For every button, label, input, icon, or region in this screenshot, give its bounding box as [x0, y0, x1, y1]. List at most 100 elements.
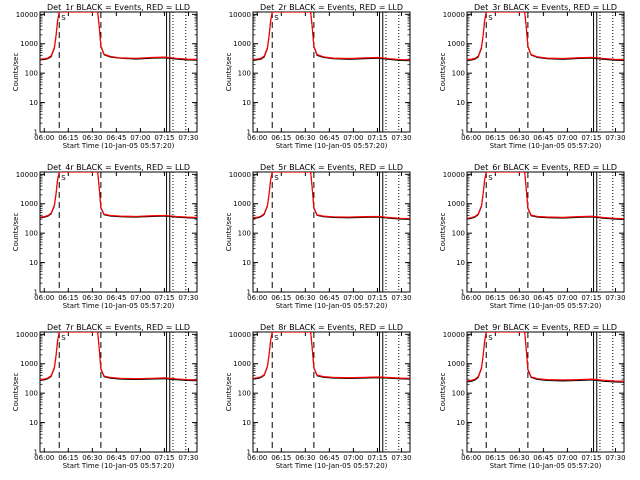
- x-tick-label: 06:00: [461, 454, 481, 462]
- y-axis-label: Counts/sec: [439, 373, 447, 412]
- y-tick-label: 10: [242, 419, 251, 427]
- plot-frame: [39, 11, 198, 133]
- x-axis-label: Start Time (10-Jan-05 05:57:20): [276, 302, 388, 310]
- series-lld-line: [40, 12, 197, 60]
- plot-frame: [252, 11, 411, 133]
- y-tick-label: 100: [238, 390, 251, 398]
- x-tick-label: 06:45: [106, 454, 126, 462]
- x-tick-label: 06:45: [106, 134, 126, 142]
- y-axis-label: Counts/sec: [225, 373, 233, 412]
- series-lld-line: [253, 172, 410, 220]
- y-tick-label: 100: [25, 230, 38, 238]
- x-axis-label: Start Time (10-Jan-05 05:57:20): [490, 302, 602, 310]
- y-tick-label: 1000: [447, 360, 465, 368]
- y-tick-label: 1: [34, 449, 38, 457]
- panel-3: Det_3r BLACK = Events, RED = LLD 1 10 100 10…: [439, 3, 626, 150]
- x-tick-label: 06:00: [34, 134, 54, 142]
- x-tick-label: 07:30: [391, 294, 411, 302]
- panel-title: Det_4r BLACK = Events, RED = LLD: [47, 163, 190, 172]
- x-tick-label: 06:15: [271, 294, 291, 302]
- x-axis-label: Start Time (10-Jan-05 05:57:20): [63, 462, 175, 470]
- y-tick-label: 1: [461, 289, 465, 297]
- x-tick-label: 07:00: [130, 294, 150, 302]
- y-axis-label: Counts/sec: [225, 213, 233, 252]
- y-tick-label: 10000: [16, 331, 38, 339]
- plot-frame: [466, 171, 625, 293]
- y-tick-label: 100: [452, 230, 465, 238]
- y-tick-label: 10: [242, 259, 251, 267]
- y-tick-label: 1000: [233, 200, 251, 208]
- x-tick-label: 07:30: [391, 454, 411, 462]
- x-tick-label: 07:00: [130, 134, 150, 142]
- plot-frame: [466, 331, 625, 453]
- x-tick-label: 06:15: [58, 294, 78, 302]
- panel-5: Det_5r BLACK = Events, RED = LLD 1 10 100 10…: [225, 163, 412, 310]
- x-tick-label: 06:15: [58, 134, 78, 142]
- marker-label: S: [274, 174, 279, 182]
- series-lld-line: [40, 332, 197, 381]
- y-tick-label: 1: [461, 449, 465, 457]
- y-axis-label: Counts/sec: [439, 53, 447, 92]
- y-tick-label: 1000: [20, 200, 38, 208]
- panel-6: Det_6r BLACK = Events, RED = LLD 1 10 100 10…: [439, 163, 626, 310]
- x-tick-label: 06:45: [319, 454, 339, 462]
- x-tick-label: 07:15: [154, 294, 174, 302]
- y-tick-label: 10: [29, 99, 38, 107]
- x-tick-label: 06:00: [34, 454, 54, 462]
- x-tick-label: 06:45: [533, 294, 553, 302]
- x-tick-label: 06:30: [509, 454, 529, 462]
- marker-label: S: [61, 14, 66, 22]
- y-tick-label: 1000: [233, 40, 251, 48]
- panel-title: Det_9r BLACK = Events, RED = LLD: [474, 323, 617, 332]
- x-tick-label: 06:00: [247, 134, 267, 142]
- y-tick-label: 10: [456, 419, 465, 427]
- x-axis-label: Start Time (10-Jan-05 05:57:20): [276, 142, 388, 150]
- panel-title: Det_1r BLACK = Events, RED = LLD: [47, 3, 190, 12]
- x-tick-label: 06:30: [82, 134, 102, 142]
- x-tick-label: 07:15: [154, 454, 174, 462]
- y-tick-label: 100: [452, 390, 465, 398]
- x-tick-label: 07:00: [343, 454, 363, 462]
- y-tick-label: 10000: [229, 11, 251, 19]
- y-tick-label: 100: [238, 230, 251, 238]
- x-tick-label: 06:15: [271, 134, 291, 142]
- x-tick-label: 06:15: [271, 454, 291, 462]
- marker-label: S: [488, 334, 493, 342]
- y-tick-label: 1000: [447, 40, 465, 48]
- x-tick-label: 07:15: [154, 134, 174, 142]
- marker-label: S: [274, 334, 279, 342]
- x-tick-label: 06:00: [461, 294, 481, 302]
- y-tick-label: 1000: [20, 360, 38, 368]
- x-tick-label: 06:15: [485, 294, 505, 302]
- y-tick-label: 1: [34, 289, 38, 297]
- x-tick-label: 06:45: [533, 454, 553, 462]
- y-tick-label: 1000: [447, 200, 465, 208]
- y-tick-label: 10: [242, 99, 251, 107]
- y-tick-label: 10000: [443, 171, 465, 179]
- x-axis-label: Start Time (10-Jan-05 05:57:20): [276, 462, 388, 470]
- plot-frame: [39, 331, 198, 453]
- y-tick-label: 100: [452, 70, 465, 78]
- marker-label: S: [488, 174, 493, 182]
- x-axis-label: Start Time (10-Jan-05 05:57:20): [490, 142, 602, 150]
- x-tick-label: 07:15: [367, 134, 387, 142]
- panel-title: Det_3r BLACK = Events, RED = LLD: [474, 3, 617, 12]
- x-tick-label: 06:30: [509, 294, 529, 302]
- x-tick-label: 07:00: [343, 294, 363, 302]
- x-tick-label: 07:30: [605, 294, 625, 302]
- x-tick-label: 07:15: [581, 454, 601, 462]
- x-tick-label: 06:45: [533, 134, 553, 142]
- y-tick-label: 1000: [233, 360, 251, 368]
- y-tick-label: 1: [247, 289, 251, 297]
- panel-1: Det_1r BLACK = Events, RED = LLD 1 10 100 10…: [12, 3, 199, 150]
- marker-label: S: [61, 174, 66, 182]
- x-tick-label: 07:00: [130, 454, 150, 462]
- x-tick-label: 07:00: [343, 134, 363, 142]
- y-tick-label: 10000: [229, 331, 251, 339]
- y-tick-label: 1000: [20, 40, 38, 48]
- x-tick-label: 07:15: [581, 294, 601, 302]
- panel-9: Det_9r BLACK = Events, RED = LLD 1 10 100 10…: [439, 323, 626, 470]
- panel-title: Det_2r BLACK = Events, RED = LLD: [260, 3, 403, 12]
- x-tick-label: 06:30: [295, 134, 315, 142]
